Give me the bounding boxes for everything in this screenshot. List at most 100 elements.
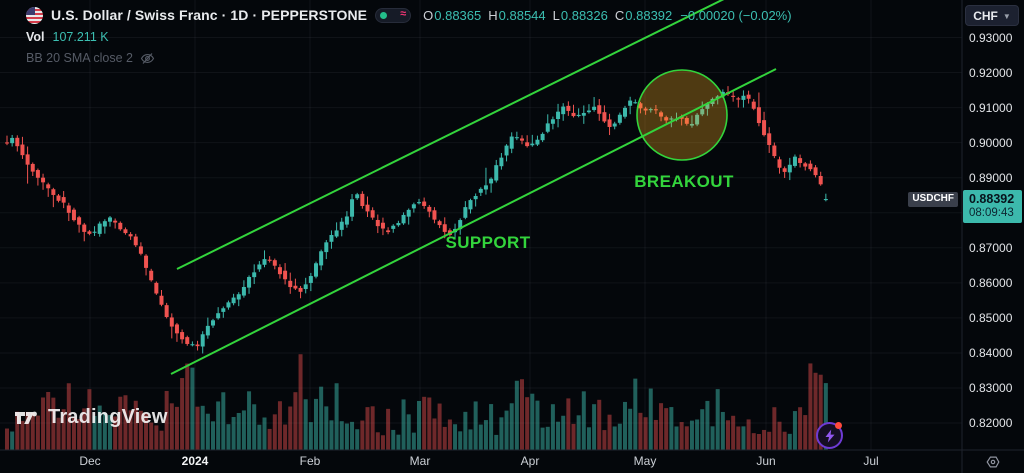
candle-body bbox=[231, 297, 236, 304]
breakout-circle[interactable] bbox=[636, 69, 728, 161]
candle-body bbox=[267, 259, 272, 261]
currency-unit-button[interactable]: CHF ▼ bbox=[965, 5, 1019, 26]
volume-bar bbox=[211, 421, 215, 450]
candle-body bbox=[520, 138, 524, 141]
candle-body bbox=[370, 210, 375, 218]
time-axis[interactable]: Dec 2024 Feb Mar Apr May Jun Jul bbox=[0, 450, 962, 473]
volume-bar bbox=[468, 429, 473, 450]
candle-body bbox=[808, 163, 813, 170]
volume-bar bbox=[777, 421, 782, 450]
volume-bar bbox=[149, 422, 154, 450]
price-scale-settings-gear-icon[interactable] bbox=[984, 454, 1002, 472]
time-axis-month-label: Feb bbox=[299, 454, 321, 468]
candle-body bbox=[241, 287, 246, 296]
candle-body bbox=[174, 324, 179, 334]
candle-body bbox=[46, 184, 51, 189]
volume-bar bbox=[679, 422, 684, 450]
price-axis-label: 0.86000 bbox=[969, 275, 1013, 290]
volume-bar bbox=[108, 415, 112, 450]
volume-bar bbox=[10, 431, 15, 450]
tradingview-watermark[interactable]: TradingView bbox=[14, 406, 168, 429]
price-axis[interactable]: CHF ▼ 0.88392 08:09:43 0.93000 0.92000 0.9… bbox=[962, 0, 1024, 473]
volume-bar bbox=[97, 405, 102, 450]
eye-off-icon[interactable] bbox=[140, 51, 155, 66]
candle-body bbox=[324, 242, 329, 253]
indicator-row: BB 20 SMA close 2 bbox=[26, 49, 792, 67]
volume-bar bbox=[144, 413, 149, 450]
candle-body bbox=[10, 137, 15, 144]
trend-channel-drawing[interactable] bbox=[170, 0, 777, 375]
price-axis-label: 0.93000 bbox=[969, 30, 1013, 45]
market-status-toggle[interactable]: ≈ bbox=[375, 7, 412, 23]
open-value: 0.88365 bbox=[434, 7, 482, 23]
candle-body bbox=[20, 144, 25, 156]
indicator-label[interactable]: BB 20 SMA close 2 bbox=[26, 51, 134, 65]
candle-body bbox=[252, 272, 257, 278]
candle-body bbox=[180, 332, 185, 340]
volume-bar bbox=[252, 404, 257, 450]
candle-body bbox=[329, 235, 334, 242]
candle-body bbox=[133, 236, 138, 246]
candle-body bbox=[360, 193, 365, 206]
volume-bar bbox=[324, 406, 329, 450]
candle-body bbox=[818, 176, 823, 185]
candle-body bbox=[478, 188, 483, 193]
close-label: C bbox=[614, 7, 625, 23]
candle-body bbox=[144, 255, 149, 268]
candle-body bbox=[700, 109, 705, 115]
volume-bar bbox=[257, 424, 262, 450]
volume-bar bbox=[700, 409, 705, 450]
candle-body bbox=[556, 111, 561, 120]
volume-bar bbox=[329, 420, 334, 450]
volume-bar bbox=[386, 408, 391, 450]
volume-bar bbox=[669, 407, 674, 450]
candle-body bbox=[566, 105, 571, 111]
volume-bar bbox=[731, 415, 736, 450]
candle-body bbox=[128, 234, 133, 237]
volume-bar bbox=[262, 417, 267, 450]
volume-bar bbox=[798, 407, 803, 450]
last-price-value: 0.88392 bbox=[969, 192, 1015, 206]
volume-bar bbox=[545, 426, 550, 450]
last-price-badge: 0.88392 08:09:43 bbox=[963, 190, 1022, 223]
symbol-title[interactable]: U.S. Dollar / Swiss Franc · 1D · PEPPERS… bbox=[51, 7, 368, 23]
volume-bar bbox=[298, 354, 303, 450]
volume-bar bbox=[695, 419, 700, 450]
volume-bar bbox=[638, 412, 643, 450]
price-axis-label: 0.87000 bbox=[969, 240, 1013, 255]
volume-bar bbox=[30, 412, 35, 450]
candle-body bbox=[550, 119, 555, 124]
volume-bar bbox=[190, 367, 195, 450]
volume-bar bbox=[607, 414, 612, 450]
volume-bar bbox=[705, 400, 710, 450]
flash-actions-button[interactable] bbox=[816, 422, 843, 449]
price-axis-label: 0.90000 bbox=[969, 135, 1013, 150]
annotation-breakout[interactable]: BREAKOUT bbox=[634, 172, 734, 191]
volume-bar bbox=[628, 408, 633, 450]
price-axis-label: 0.89000 bbox=[969, 170, 1013, 185]
time-axis-month-label: Mar bbox=[409, 454, 431, 468]
bar-countdown: 08:09:43 bbox=[969, 207, 1014, 219]
volume-bar bbox=[633, 378, 638, 450]
volume-bar bbox=[782, 431, 787, 450]
volume-bar bbox=[586, 427, 591, 450]
time-axis-month-label: May bbox=[633, 454, 657, 468]
volume-bar bbox=[25, 411, 30, 450]
volume-bar bbox=[159, 430, 164, 450]
support-trendline[interactable] bbox=[170, 68, 777, 375]
volume-bar bbox=[530, 393, 535, 450]
volume-bar bbox=[401, 399, 406, 450]
resistance-trendline[interactable] bbox=[176, 0, 726, 270]
high-value: 0.88544 bbox=[498, 7, 546, 23]
candle-body bbox=[211, 320, 215, 326]
annotation-support[interactable]: SUPPORT bbox=[445, 233, 531, 252]
candle-body bbox=[525, 142, 530, 147]
candle-body bbox=[200, 334, 205, 347]
volume-bar bbox=[236, 412, 241, 450]
candle-body bbox=[154, 282, 159, 294]
volume-bar bbox=[442, 426, 447, 450]
candle-body bbox=[427, 206, 432, 212]
volume-bar bbox=[602, 430, 607, 450]
candle-body bbox=[653, 109, 658, 111]
